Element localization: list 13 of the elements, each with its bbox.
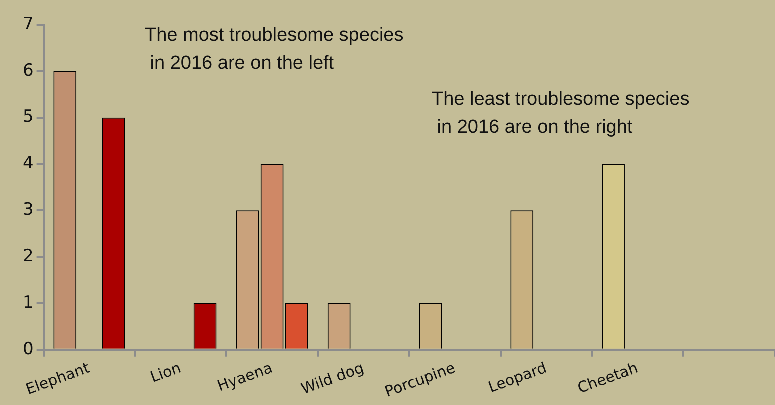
y-tick-label: 4 — [22, 154, 34, 174]
y-tick-label: 0 — [22, 339, 34, 360]
y-tick-label: 6 — [22, 60, 34, 81]
annotation: The most troublesome species in 2016 are on the left — [145, 24, 404, 76]
y-tick-label: 2 — [22, 246, 34, 266]
y-tick-label: 1 — [22, 292, 34, 313]
x-tick-label: Wild dog — [298, 358, 366, 398]
annotation: The least troublesome species in 2016 are on the right — [432, 88, 690, 140]
y-tick-label: 3 — [22, 200, 34, 220]
y-tick-label: 5 — [22, 107, 34, 128]
x-tick-label: Lion — [148, 358, 184, 386]
x-tick-label: Hyaena — [215, 358, 276, 396]
y-tick-label: 7 — [22, 14, 34, 34]
